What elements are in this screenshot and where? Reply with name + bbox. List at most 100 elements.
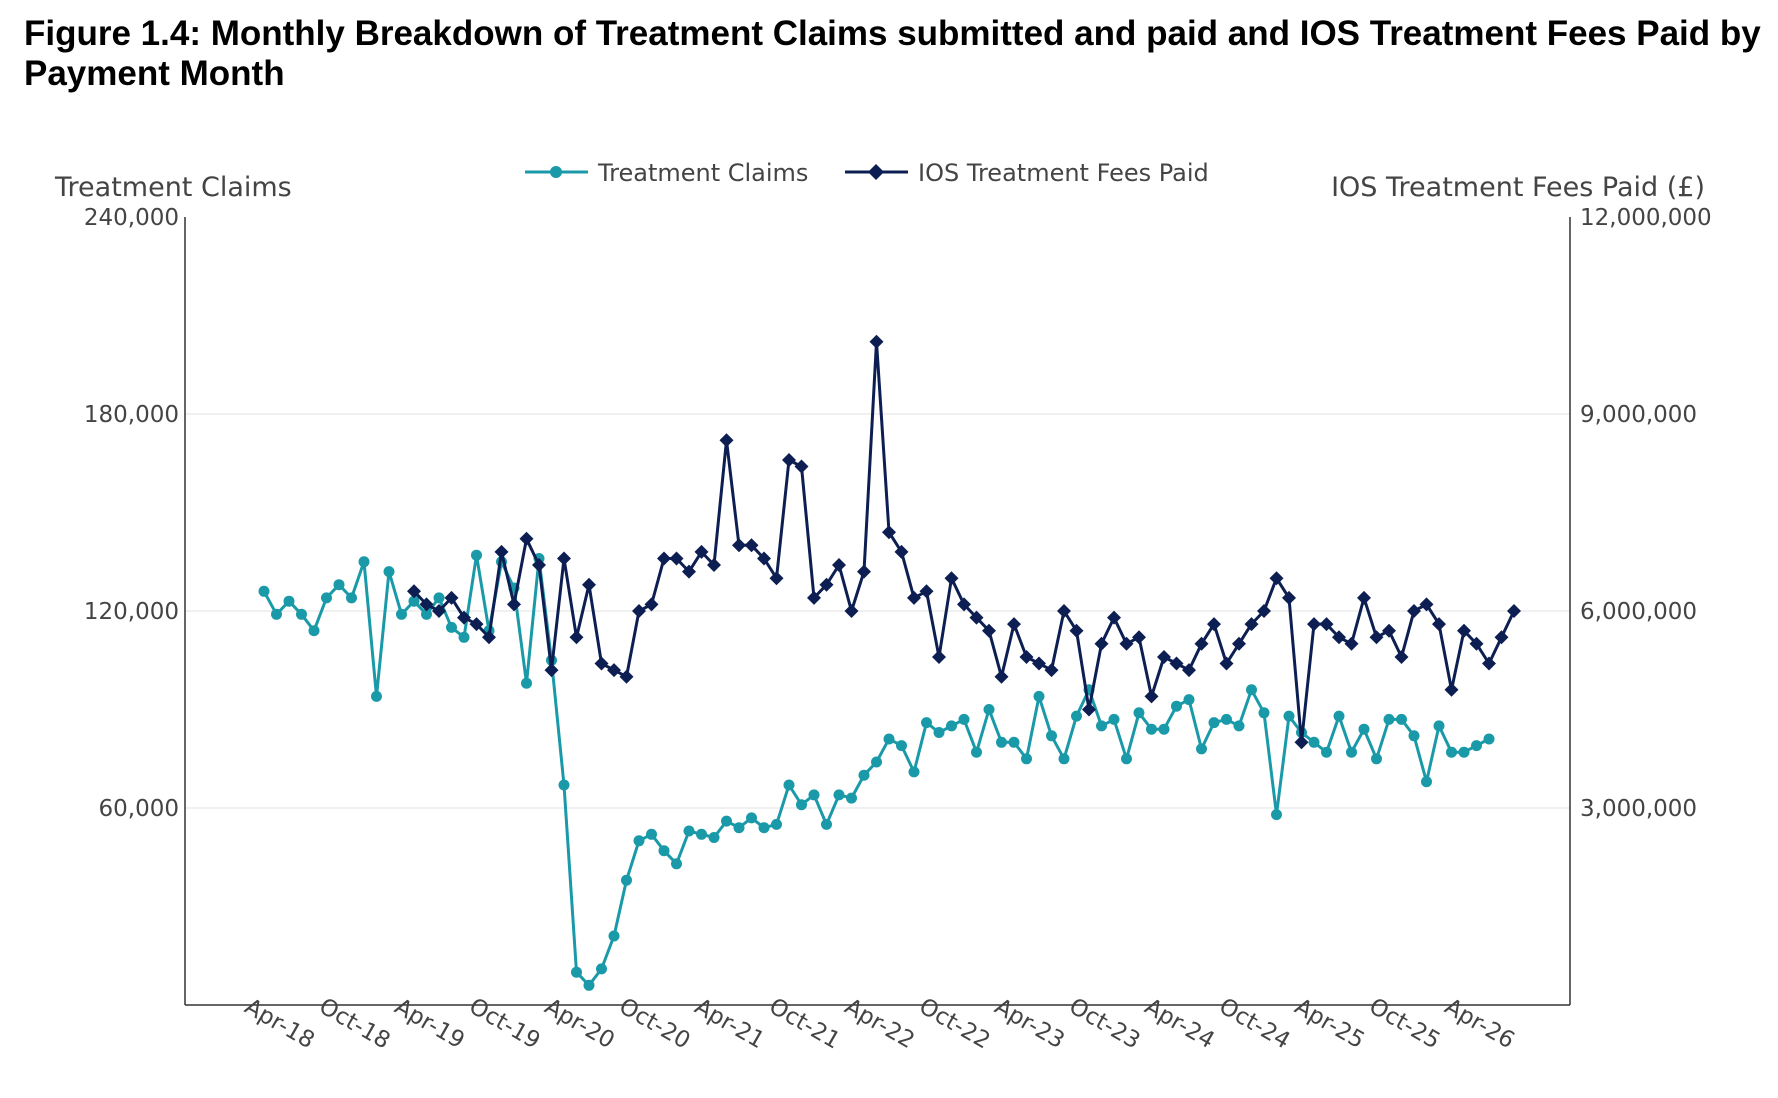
data-point <box>1171 700 1182 712</box>
x-tick-label: Apr-21 <box>690 994 769 1054</box>
legend-marker-ios-treatment-fees-paid <box>868 164 884 180</box>
data-point <box>1432 617 1446 632</box>
data-point <box>944 571 959 586</box>
data-point <box>607 663 621 678</box>
data-point <box>1258 707 1270 719</box>
data-point <box>521 677 532 689</box>
data-point <box>1033 690 1045 702</box>
data-point <box>871 756 882 768</box>
legend-marker-treatment-claims <box>550 166 562 178</box>
legend-item-treatment-claims[interactable]: Treatment Claims <box>525 159 808 187</box>
data-point <box>1346 746 1357 758</box>
data-point <box>658 845 670 857</box>
data-point <box>707 558 721 572</box>
data-point <box>958 713 970 725</box>
data-point <box>1221 713 1232 725</box>
data-point <box>732 538 746 553</box>
data-point <box>971 746 982 758</box>
data-point <box>1244 617 1259 632</box>
data-point <box>1133 707 1145 719</box>
x-tick-label: Oct-24 <box>1215 993 1295 1054</box>
data-point <box>457 610 471 625</box>
data-point <box>882 525 896 540</box>
right-axis-title: IOS Treatment Fees Paid (£) <box>1331 172 1705 203</box>
data-point <box>1121 753 1132 765</box>
data-point <box>571 966 582 978</box>
data-point <box>358 556 370 568</box>
data-point <box>1321 746 1332 758</box>
x-tick-label: Oct-20 <box>615 993 695 1054</box>
data-point <box>482 630 496 645</box>
data-point <box>932 650 946 664</box>
data-point <box>758 822 770 834</box>
data-point <box>1444 682 1459 697</box>
data-point <box>1158 723 1170 735</box>
data-point <box>557 551 571 566</box>
data-point <box>346 592 357 604</box>
left-y-tick-label: 180,000 <box>84 402 179 428</box>
data-point <box>844 604 859 618</box>
data-point <box>869 334 884 349</box>
data-point <box>883 733 895 745</box>
data-point <box>1107 610 1121 625</box>
data-point <box>419 597 434 612</box>
data-point <box>719 433 734 448</box>
data-point <box>1057 604 1071 618</box>
data-point <box>744 538 759 553</box>
data-point <box>1408 730 1420 742</box>
data-point <box>1494 630 1509 645</box>
data-point <box>296 608 307 620</box>
legend: Treatment Claims IOS Treatment Fees Paid <box>525 159 1209 187</box>
legend-item-ios-treatment-fees-paid[interactable]: IOS Treatment Fees Paid <box>845 159 1209 187</box>
data-point <box>1471 740 1482 752</box>
data-point <box>908 766 920 778</box>
data-point <box>1358 723 1370 735</box>
gridlines <box>185 413 1570 809</box>
data-point <box>671 858 682 870</box>
data-point <box>532 558 546 572</box>
data-point <box>857 564 871 579</box>
data-point <box>646 828 657 840</box>
data-point <box>657 551 671 566</box>
data-point <box>1482 656 1496 671</box>
data-point <box>444 590 459 605</box>
data-point <box>433 592 445 604</box>
data-point <box>283 595 295 607</box>
data-point <box>996 736 1007 748</box>
data-point <box>796 799 807 811</box>
data-point <box>683 825 695 837</box>
data-point <box>446 621 457 633</box>
data-point <box>1483 733 1495 745</box>
data-point <box>1233 720 1245 732</box>
series-line-ios-treatment-fees-paid <box>412 340 1516 744</box>
x-tick-label: Apr-18 <box>240 994 319 1054</box>
data-point <box>808 789 820 801</box>
data-point <box>858 769 870 781</box>
data-point <box>1457 623 1471 638</box>
data-point <box>632 604 646 618</box>
data-point <box>1282 590 1296 605</box>
data-point <box>1344 636 1359 651</box>
data-point <box>432 604 446 618</box>
data-point <box>596 963 607 975</box>
data-point <box>1157 650 1171 664</box>
data-point <box>308 625 320 637</box>
data-point <box>1207 617 1221 632</box>
series <box>258 334 1521 991</box>
series-ios-treatment-fees-paid <box>407 334 1521 750</box>
data-point <box>957 597 971 612</box>
data-point <box>407 584 421 599</box>
data-point <box>1394 650 1409 664</box>
data-point <box>1046 730 1057 742</box>
data-point <box>1183 694 1195 706</box>
data-point <box>1407 604 1421 618</box>
data-point <box>894 544 909 559</box>
right-y-tick-label: 9,000,000 <box>1580 402 1697 428</box>
data-point <box>1307 617 1321 632</box>
data-point <box>1308 736 1320 748</box>
left-y-tick-label: 60,000 <box>99 796 179 822</box>
data-point <box>832 558 846 572</box>
data-point <box>569 630 584 645</box>
data-point <box>708 832 720 843</box>
